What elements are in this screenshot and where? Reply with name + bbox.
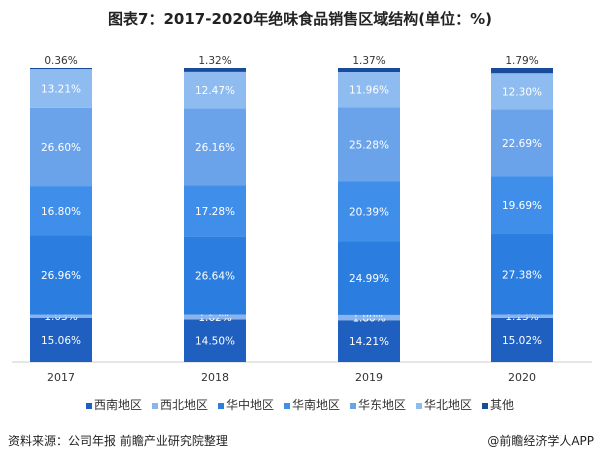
legend: 西南地区 西北地区 华中地区 华南地区 华东地区 华北地区 其他: [0, 396, 600, 413]
credit-note: @前瞻经济学人APP: [487, 434, 594, 448]
bar-segment: [184, 319, 246, 362]
bar-segment: [338, 241, 400, 315]
data-label: 14.50%: [195, 336, 235, 348]
data-label: 22.69%: [502, 138, 542, 150]
legend-item: 华中地区: [217, 396, 274, 413]
data-label: 15.06%: [41, 335, 81, 347]
bar-segment: [338, 68, 400, 73]
data-label: 13.21%: [41, 83, 81, 95]
data-label: 0.36%: [44, 55, 77, 67]
bar-segment: [491, 176, 553, 235]
data-label: 19.69%: [502, 200, 542, 212]
bar-segment: [338, 181, 400, 242]
legend-swatch: [350, 402, 356, 409]
source-note: 资料来源：公司年报 前瞻产业研究院整理: [8, 434, 228, 448]
data-label: 26.60%: [41, 142, 81, 154]
data-label: 14.21%: [349, 336, 389, 348]
bar-segment: [491, 73, 553, 110]
data-label: 25.28%: [349, 139, 389, 151]
data-label: 26.64%: [195, 270, 235, 282]
x-tick-label: 2017: [47, 371, 75, 384]
data-label: 12.47%: [195, 85, 235, 97]
bar-segment: [491, 109, 553, 177]
legend-label: 华东地区: [358, 398, 407, 412]
bar-segment: [30, 69, 92, 108]
bar-segment: [491, 317, 553, 362]
data-label: 1.32%: [198, 55, 231, 67]
legend-item: 华东地区: [350, 396, 406, 413]
legend-swatch: [151, 402, 158, 409]
data-label: 17.28%: [195, 206, 235, 218]
x-tick-label: 2018: [201, 371, 229, 384]
bar-segment: [30, 68, 92, 70]
bar-segment: [184, 236, 246, 315]
bar-segment: [30, 186, 92, 236]
data-label: 1.37%: [352, 55, 385, 67]
legend-swatch: [217, 402, 224, 409]
bar-segment: [338, 107, 400, 182]
chart-title: 图表7：2017-2020年绝味食品销售区域结构(单位：%): [108, 10, 492, 28]
legend-label: 西南地区: [93, 398, 142, 412]
bar-segment: [491, 68, 553, 74]
data-label: 15.02%: [502, 335, 542, 347]
legend-label: 华北地区: [424, 398, 473, 412]
legend-label: 华中地区: [225, 398, 274, 412]
bar-segment: [184, 68, 246, 72]
data-label: 1.79%: [505, 55, 538, 67]
legend-swatch: [482, 402, 489, 409]
bar-segment: [30, 235, 92, 315]
data-label: 11.96%: [349, 85, 389, 97]
bar-segment: [491, 234, 553, 315]
data-label: 12.30%: [502, 86, 542, 98]
legend-label: 华南地区: [291, 398, 340, 412]
data-label: 26.16%: [195, 142, 235, 154]
bar-segment: [184, 108, 246, 186]
data-label: 26.96%: [41, 270, 81, 282]
legend-item: 其他: [482, 396, 514, 413]
bar-segment: [30, 107, 92, 187]
data-label: 20.39%: [349, 206, 389, 218]
data-label: 16.80%: [41, 206, 81, 218]
data-label: 24.99%: [349, 273, 389, 285]
legend-label: 其他: [490, 398, 515, 412]
legend-item: 华南地区: [283, 396, 340, 413]
bar-segment: [184, 185, 246, 237]
data-label: 27.38%: [502, 269, 542, 281]
bar-segment: [184, 71, 246, 109]
bar-segment: [338, 320, 400, 362]
legend-item: 华北地区: [416, 396, 472, 413]
legend-label: 西北地区: [159, 398, 208, 412]
legend-swatch: [85, 402, 92, 409]
legend-item: 西北地区: [151, 396, 208, 413]
legend-swatch: [416, 402, 423, 409]
bar-segment: [30, 317, 92, 362]
x-tick-label: 2020: [508, 371, 536, 384]
bar-segment: [338, 72, 400, 108]
legend-item: 西南地区: [85, 396, 142, 413]
legend-swatch: [283, 402, 290, 409]
x-tick-label: 2019: [355, 371, 383, 384]
